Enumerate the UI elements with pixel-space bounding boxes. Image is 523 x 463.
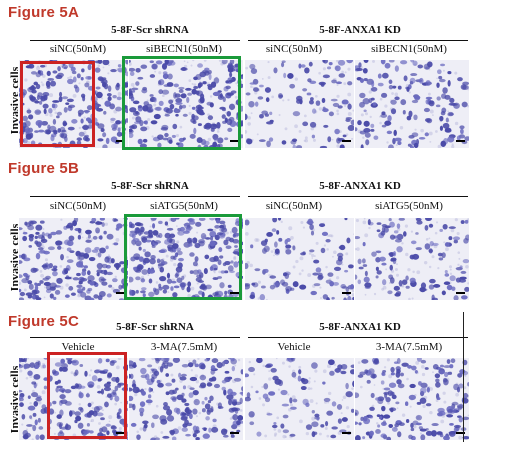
micrograph-panel: [354, 358, 470, 440]
scale-bar: [456, 140, 465, 142]
fig5b-col-label-2: siATG5(50nM): [150, 200, 218, 212]
scale-bar: [116, 292, 125, 294]
micrograph-panel: [244, 218, 356, 300]
scale-bar: [342, 432, 351, 434]
fig5c-highlight-red-box: [47, 352, 127, 439]
fig5a-highlight-green-box: [122, 56, 241, 150]
fig5a-highlight-red-box: [20, 61, 95, 147]
fig5b-group-right-title: 5-8F-ANXA1 KD: [319, 180, 401, 192]
figure-5b-label: Figure 5B: [8, 160, 79, 177]
scale-bar: [456, 292, 465, 294]
micrograph-panel: [18, 358, 130, 440]
micrograph-panel: [128, 60, 244, 148]
scale-bar: [230, 140, 239, 142]
fig5b-col-label-1: siNC(50nM): [49, 200, 107, 212]
micrograph-panel: [128, 218, 244, 300]
micrograph-panel: [354, 218, 470, 300]
fig5a-group-right-rule: [248, 40, 468, 41]
micrograph-panel: [18, 218, 130, 300]
scale-bar: [116, 432, 125, 434]
fig5c-right-edge-line: [463, 312, 464, 442]
scale-bar: [116, 140, 125, 142]
micrograph-panel: [354, 60, 470, 148]
fig5c-col-label-1: Vehicle: [61, 341, 95, 353]
fig5b-col-label-3: siNC(50nM): [265, 200, 323, 212]
fig5b-highlight-green-box: [124, 214, 242, 300]
fig5c-group-right-rule: [248, 337, 468, 338]
micrograph-panel: [244, 60, 356, 148]
fig5a-group-right-title: 5-8F-ANXA1 KD: [319, 24, 401, 36]
fig5b-col-label-4: siATG5(50nM): [375, 200, 443, 212]
scale-bar: [230, 432, 239, 434]
fig5b-group-left-rule: [30, 196, 240, 197]
fig5b-group-left-title: 5-8F-Scr shRNA: [111, 180, 189, 192]
scale-bar: [230, 292, 239, 294]
fig5a-group-left-title: 5-8F-Scr shRNA: [111, 24, 189, 36]
micrograph-panel: [128, 358, 244, 440]
fig5c-col-label-3: Vehicle: [277, 341, 311, 353]
micrograph-panel: [244, 358, 356, 440]
figure-5a-label: Figure 5A: [8, 4, 79, 21]
fig5c-group-right-title: 5-8F-ANXA1 KD: [319, 321, 401, 333]
fig5a-col-label-1: siNC(50nM): [49, 43, 107, 55]
fig5c-col-label-2: 3-MA(7.5mM): [150, 341, 218, 353]
scale-bar: [342, 140, 351, 142]
fig5c-group-left-title: 5-8F-Scr shRNA: [116, 321, 194, 333]
figure-5c-label: Figure 5C: [8, 313, 79, 330]
fig5a-col-label-2: siBECN1(50nM): [146, 43, 222, 55]
fig5a-group-left-rule: [30, 40, 240, 41]
fig5b-group-right-rule: [248, 196, 468, 197]
fig5c-col-label-4: 3-MA(7.5mM): [375, 341, 443, 353]
fig5c-group-left-rule: [30, 337, 240, 338]
fig5a-col-label-4: siBECN1(50nM): [371, 43, 447, 55]
fig5a-col-label-3: siNC(50nM): [265, 43, 323, 55]
scale-bar: [456, 432, 465, 434]
scale-bar: [342, 292, 351, 294]
